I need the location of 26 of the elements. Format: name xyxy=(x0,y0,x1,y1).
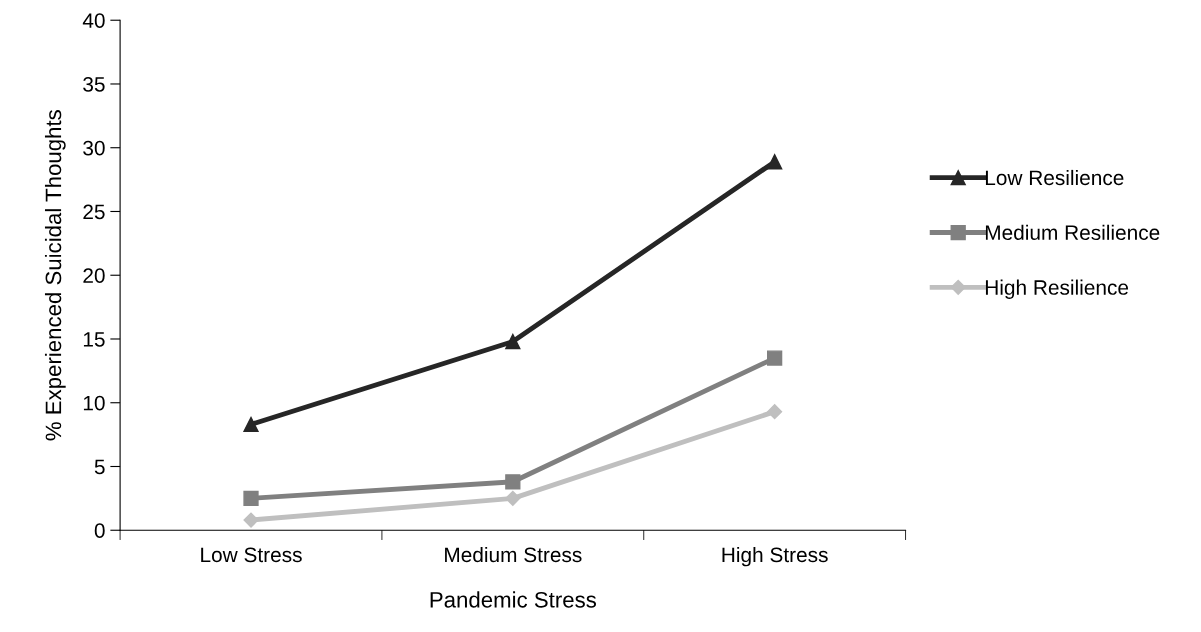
legend-label: Low Resilience xyxy=(985,169,1124,186)
y-tick-label: 20 xyxy=(83,268,105,283)
point xyxy=(243,490,259,507)
point xyxy=(505,490,521,506)
y-tick-label: 10 xyxy=(83,395,105,411)
point xyxy=(505,474,521,490)
x-axis-title: Pandemic Stress xyxy=(430,591,597,608)
y-axis-title: % Experienced Suicidal Thoughts xyxy=(44,110,66,441)
x-tick-label: Medium Stress xyxy=(445,546,582,563)
point xyxy=(505,333,521,350)
y-tick-label: 5 xyxy=(94,459,105,475)
x-tick-label: High Stress xyxy=(722,546,828,567)
y-tick-label: 25 xyxy=(83,204,105,220)
y-tick-label: 15 xyxy=(83,332,105,347)
y-tick-label: 30 xyxy=(83,140,105,156)
y-tick-label: 35 xyxy=(83,76,105,92)
point xyxy=(243,512,259,528)
y-tick-label: 0 xyxy=(94,523,105,538)
legend-label: Medium Resilience xyxy=(985,224,1160,241)
point xyxy=(767,404,783,420)
legend-label: High Resilience xyxy=(985,279,1129,299)
point xyxy=(767,350,783,366)
point xyxy=(767,154,783,170)
y-tick-label: 40 xyxy=(82,13,105,28)
point xyxy=(243,416,259,433)
x-tick-label: Low Stress xyxy=(201,547,302,563)
